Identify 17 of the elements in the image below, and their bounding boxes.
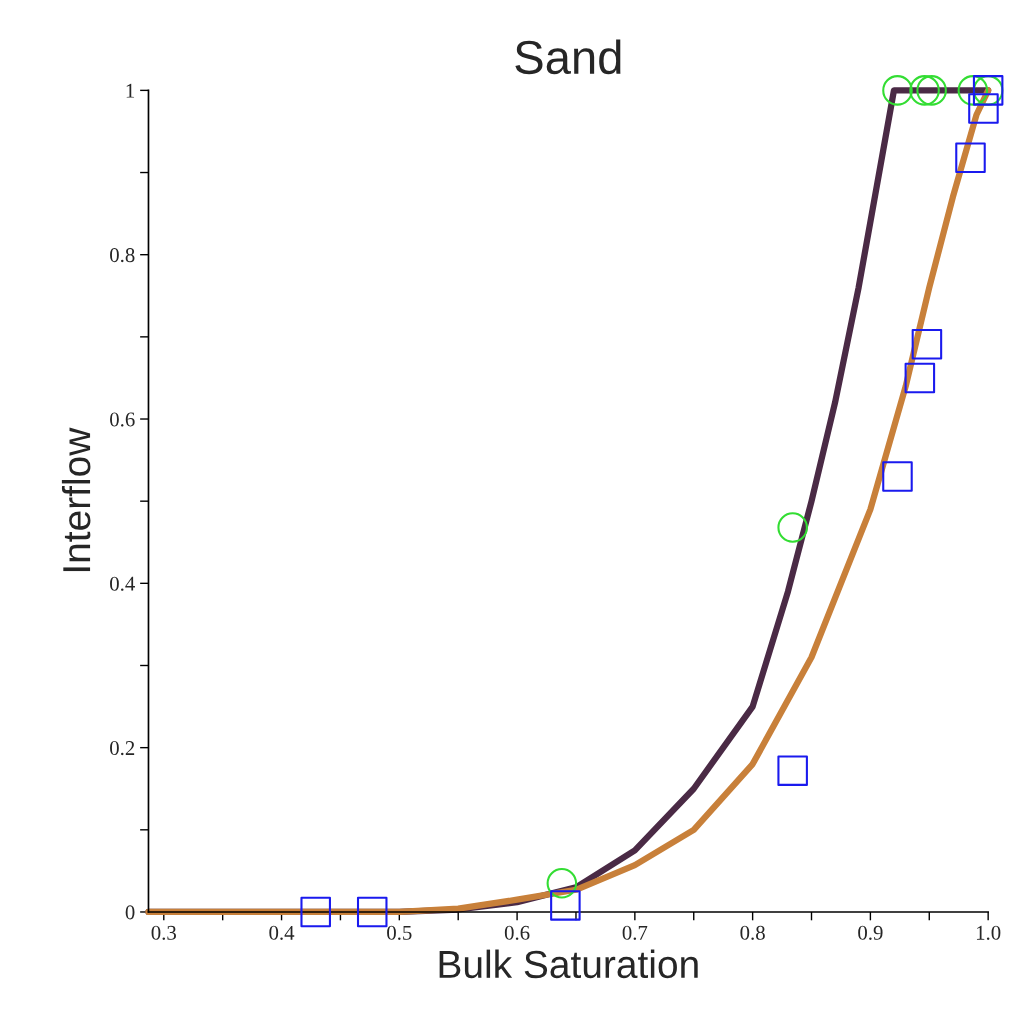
x-tick-label: 0.6 xyxy=(504,925,530,940)
chart-title: Sand xyxy=(515,39,621,75)
x-tick-label: 0.5 xyxy=(387,925,412,940)
y-tick-label: 0.8 xyxy=(110,248,135,263)
x-tick-label: 0.7 xyxy=(622,925,648,940)
x-axis-title: Bulk Saturation xyxy=(439,949,698,979)
x-tick-label: 0.8 xyxy=(740,925,765,940)
x-tick-label: 0.3 xyxy=(151,925,176,940)
x-tick-label: 0.9 xyxy=(858,925,883,940)
y-axis-title: Interflow xyxy=(61,427,91,572)
y-tick-label: 1 xyxy=(126,83,135,98)
x-tick-label: 1.0 xyxy=(976,925,1001,940)
y-tick-label: 0 xyxy=(125,905,135,920)
y-tick-label: 0.2 xyxy=(110,741,135,756)
y-tick-label: 0.4 xyxy=(110,576,135,591)
x-tick-label: 0.4 xyxy=(269,925,295,940)
y-tick-label: 0.6 xyxy=(110,412,135,427)
